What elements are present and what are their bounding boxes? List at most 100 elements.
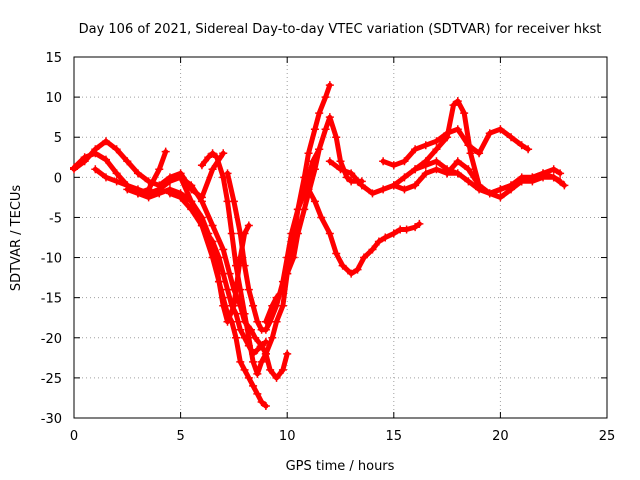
data-point xyxy=(253,369,262,378)
data-point xyxy=(453,97,462,106)
data-point xyxy=(197,197,206,206)
data-point xyxy=(342,173,351,182)
data-point xyxy=(293,229,302,238)
data-point xyxy=(249,357,258,366)
data-point xyxy=(101,173,110,182)
data-point xyxy=(317,213,326,222)
data-point xyxy=(244,373,253,382)
x-tick-label: 15 xyxy=(386,429,403,444)
data-point xyxy=(244,333,253,342)
x-tick-label: 0 xyxy=(70,429,78,444)
data-point xyxy=(389,161,398,170)
data-point xyxy=(253,345,262,354)
data-point xyxy=(338,261,347,270)
data-point xyxy=(289,253,298,262)
chart-title: Day 106 of 2021, Sidereal Day-to-day VTE… xyxy=(79,22,602,37)
data-point xyxy=(507,133,516,142)
data-point xyxy=(253,317,262,326)
data-point xyxy=(400,173,409,182)
data-point xyxy=(278,285,287,294)
data-point xyxy=(266,365,275,374)
data-point xyxy=(197,161,206,170)
data-point xyxy=(304,149,313,158)
data-point xyxy=(249,381,258,390)
data-point xyxy=(432,145,441,154)
data-point xyxy=(257,357,266,366)
series-line xyxy=(263,114,365,325)
y-tick-label: 15 xyxy=(45,51,62,66)
data-point xyxy=(449,101,458,110)
x-tick-label: 5 xyxy=(176,429,184,444)
data-point xyxy=(496,185,505,194)
data-point xyxy=(517,177,526,186)
data-point xyxy=(80,157,89,166)
data-point xyxy=(528,173,537,182)
data-point xyxy=(187,205,196,214)
series-track-8 xyxy=(223,145,324,334)
data-point xyxy=(389,229,398,238)
data-point xyxy=(357,181,366,190)
y-tick-label: 10 xyxy=(45,91,62,106)
data-point xyxy=(379,185,388,194)
data-point xyxy=(101,155,110,164)
data-point xyxy=(227,229,236,238)
data-point xyxy=(347,169,356,178)
data-point xyxy=(223,309,232,318)
data-point xyxy=(325,157,334,166)
data-point xyxy=(253,389,262,398)
data-point xyxy=(524,145,533,154)
data-point xyxy=(240,261,249,270)
data-point xyxy=(466,149,475,158)
data-point xyxy=(176,173,185,182)
data-point xyxy=(507,185,516,194)
data-point xyxy=(485,189,494,198)
series-track-9 xyxy=(261,113,366,326)
y-tick-label: -5 xyxy=(49,211,62,226)
data-point xyxy=(91,165,100,174)
data-point xyxy=(161,147,170,156)
data-point xyxy=(475,181,484,190)
data-point xyxy=(496,193,505,202)
data-point xyxy=(249,301,258,310)
plot-frame xyxy=(73,56,608,419)
data-point xyxy=(321,93,330,102)
data-point xyxy=(347,269,356,278)
data-point xyxy=(300,205,309,214)
data-point xyxy=(368,245,377,254)
data-point xyxy=(517,141,526,150)
data-point xyxy=(225,269,234,278)
data-point xyxy=(336,157,345,166)
series-group xyxy=(70,81,569,410)
data-point xyxy=(227,301,236,310)
data-point xyxy=(310,197,319,206)
data-point xyxy=(453,125,462,134)
data-point xyxy=(556,177,565,186)
data-point xyxy=(214,253,223,262)
data-point xyxy=(257,341,266,350)
data-point xyxy=(232,309,241,318)
data-point xyxy=(411,145,420,154)
series-track-15 xyxy=(443,157,565,202)
data-point xyxy=(236,357,245,366)
data-point xyxy=(232,261,241,270)
data-point xyxy=(232,333,241,342)
data-point xyxy=(165,189,174,198)
data-point xyxy=(464,165,473,174)
data-point xyxy=(208,165,217,174)
data-point xyxy=(315,145,324,154)
data-point xyxy=(325,229,334,238)
data-point xyxy=(112,169,121,178)
y-tick-label: -20 xyxy=(41,332,62,347)
data-point xyxy=(389,181,398,190)
series-track-7 xyxy=(197,149,292,382)
data-point xyxy=(176,193,185,202)
data-point xyxy=(432,165,441,174)
x-axis-label: GPS time / hours xyxy=(286,459,395,474)
data-point xyxy=(229,197,238,206)
data-point xyxy=(204,153,213,162)
data-point xyxy=(155,189,164,198)
data-point xyxy=(485,129,494,138)
data-point xyxy=(432,157,441,166)
data-point xyxy=(411,165,420,174)
